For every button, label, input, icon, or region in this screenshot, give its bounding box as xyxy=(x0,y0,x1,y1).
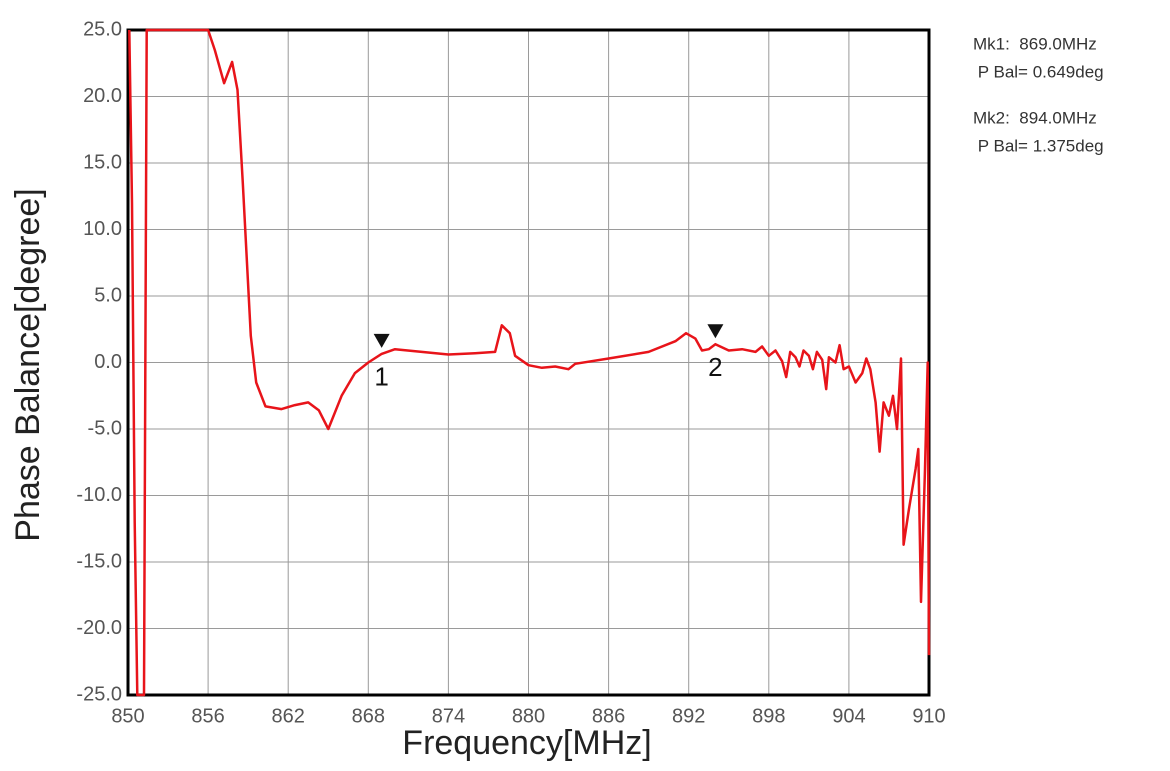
x-tick-label: 898 xyxy=(752,705,785,727)
y-tick-label: 0.0 xyxy=(94,351,122,373)
x-tick-label: 862 xyxy=(272,705,305,727)
y-tick-label: 20.0 xyxy=(83,85,122,107)
x-axis-label: Frequency[MHz] xyxy=(402,724,651,762)
marker-readout: P Bal= 1.375deg xyxy=(973,136,1104,155)
y-tick-label: 10.0 xyxy=(83,218,122,240)
x-tick-label: 856 xyxy=(191,705,224,727)
y-tick-label: 15.0 xyxy=(83,151,122,173)
marker-readout: P Bal= 0.649deg xyxy=(973,62,1104,81)
x-tick-label: 880 xyxy=(512,705,545,727)
marker-readout: Mk1: 869.0MHz xyxy=(973,34,1097,53)
x-tick-label: 892 xyxy=(672,705,705,727)
plot-frame xyxy=(126,28,931,697)
y-tick-label: -25.0 xyxy=(76,683,122,705)
x-tick-label: 904 xyxy=(832,705,865,727)
data-line xyxy=(128,28,931,697)
marker-triangle xyxy=(707,324,724,339)
y-tick-label: -10.0 xyxy=(76,484,122,506)
y-tick-label: -20.0 xyxy=(76,617,122,639)
y-tick-label: -15.0 xyxy=(76,550,122,572)
x-tick-label: 874 xyxy=(432,705,465,727)
marker-label: 1 xyxy=(374,362,388,392)
x-tick-label: 850 xyxy=(111,705,144,727)
marker-readout: Mk2: 894.0MHz xyxy=(973,108,1097,127)
x-tick-label: 886 xyxy=(592,705,625,727)
x-tick-label: 910 xyxy=(912,705,945,727)
y-tick-label: 25.0 xyxy=(83,18,122,40)
y-tick-label: 5.0 xyxy=(94,284,122,306)
marker-triangle xyxy=(373,333,390,348)
x-tick-label: 868 xyxy=(352,705,385,727)
y-axis-label: Phase Balance[degree] xyxy=(9,188,47,541)
y-tick-label: -5.0 xyxy=(88,417,122,439)
marker-label: 2 xyxy=(708,352,722,382)
